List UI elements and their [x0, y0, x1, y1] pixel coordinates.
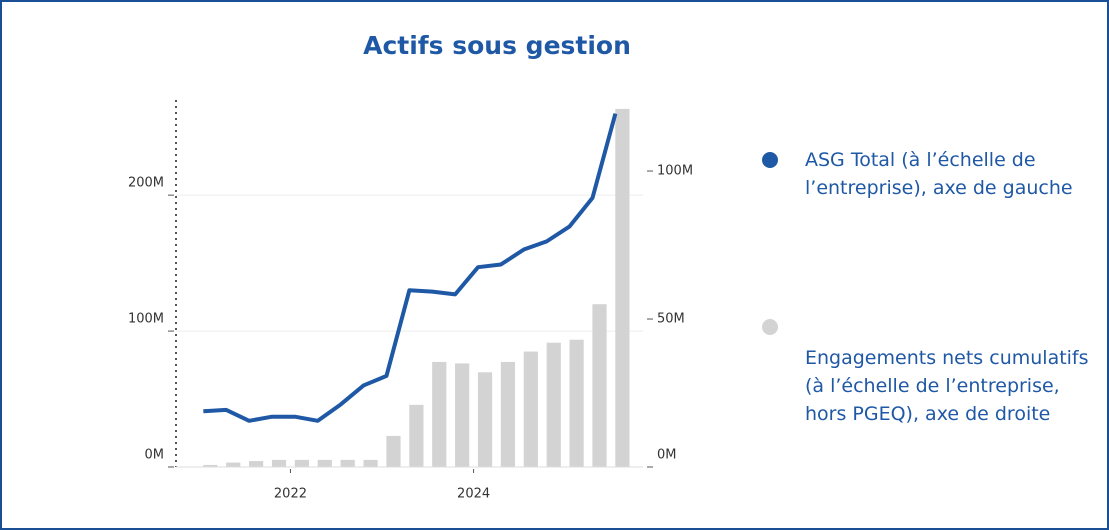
y2-tick-label: 50M [657, 312, 685, 327]
y2-tick-label: 0M [657, 448, 677, 463]
bar [500, 361, 516, 467]
bar [226, 462, 241, 467]
y2-tick-label: 100M [657, 164, 693, 179]
bar [569, 339, 584, 467]
legend-label: Engagements nets cumulatifs (à l’échelle… [805, 347, 1089, 425]
line [203, 113, 618, 423]
legend-marker [762, 319, 778, 335]
bar [455, 363, 470, 467]
bar [271, 459, 287, 467]
legend-label: ASG Total (à l’échelle de l’entreprise),… [805, 149, 1073, 199]
x-tick-label: 2024 [457, 487, 490, 502]
bar [363, 459, 378, 467]
y-tick-label: 200M [128, 176, 164, 191]
chart-title: Actifs sous gestion [363, 31, 631, 60]
y-tick-label: 100M [128, 312, 164, 327]
bar [432, 361, 447, 467]
bar [317, 459, 332, 467]
bar [386, 435, 401, 467]
bar [615, 108, 630, 468]
bar [409, 404, 424, 467]
bar [203, 464, 218, 467]
bar [592, 304, 607, 467]
bar [523, 351, 538, 467]
bar [294, 459, 310, 467]
x-tick-label: 2022 [274, 487, 307, 502]
bar [249, 461, 264, 467]
legend-marker [762, 152, 778, 168]
bar [546, 342, 561, 467]
bar [340, 459, 355, 467]
bar [477, 372, 493, 467]
y-tick-label: 0M [145, 448, 165, 463]
